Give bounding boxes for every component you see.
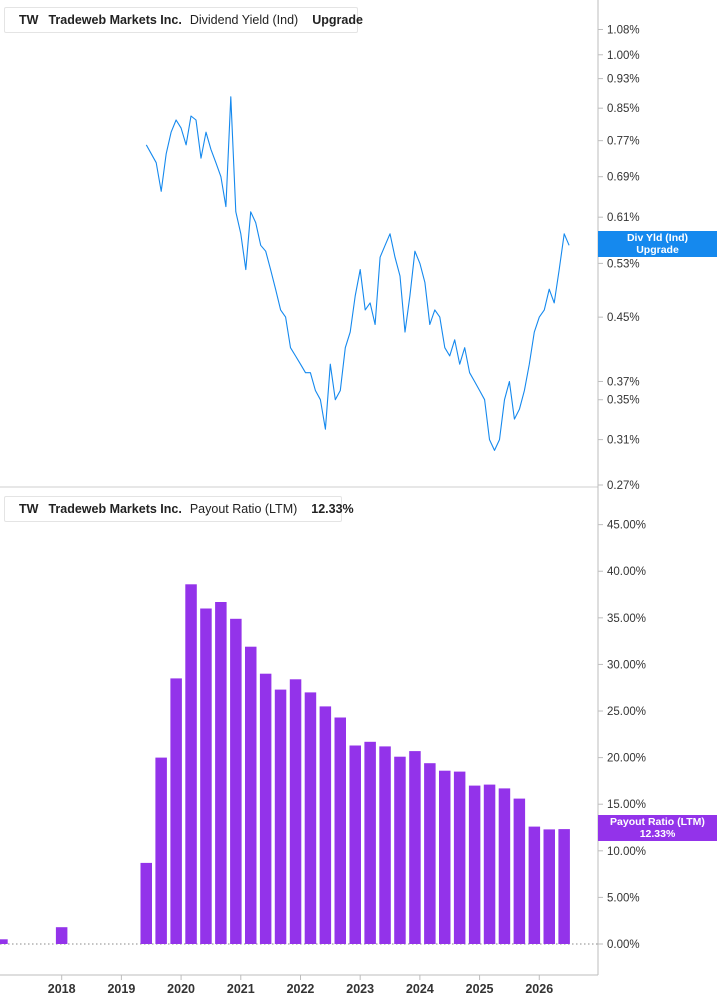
payout-ratio-bar xyxy=(468,785,481,944)
bottom-y-tick-label: 5.00% xyxy=(607,892,640,904)
payout-ratio-bar xyxy=(409,751,421,944)
dividend-yield-tag-label: Div Yld (Ind) xyxy=(626,232,689,244)
payout-ratio-bar xyxy=(319,706,332,944)
payout-ratio-bar xyxy=(245,646,257,944)
bottom-company-name: Tradeweb Markets Inc. xyxy=(48,502,182,516)
payout-ratio-bar xyxy=(528,826,541,944)
x-axis: 2018 2019 2020 2021 2022 2023 2024 2025 2026 xyxy=(48,975,553,996)
bottom-y-tick-label: 45.00% xyxy=(607,520,646,532)
top-y-tick-label: 0.45% xyxy=(607,312,640,324)
payout-ratio-tag-label: Payout Ratio (LTM) xyxy=(610,816,705,828)
bottom-ticker: TW xyxy=(19,502,39,516)
x-tick-label: 2021 xyxy=(227,982,255,996)
payout-ratio-bar xyxy=(304,692,317,944)
bottom-y-tick-label: 10.00% xyxy=(607,846,646,858)
top-y-tick-label: 0.53% xyxy=(607,258,640,270)
top-y-tick-label: 0.85% xyxy=(607,103,640,115)
payout-ratio-bar xyxy=(483,784,496,944)
x-tick-label: 2018 xyxy=(48,982,76,996)
x-tick-label: 2024 xyxy=(406,982,434,996)
bottom-y-tick-label: 25.00% xyxy=(607,706,646,718)
payout-ratio-bar xyxy=(0,939,8,944)
bottom-legend[interactable]: TW Tradeweb Markets Inc. Payout Ratio (L… xyxy=(4,496,354,522)
top-panel-plot: 1.08% 1.00% 0.93% 0.85% 0.77% 0.69% 0.61% 0.53%… xyxy=(145,24,640,492)
bottom-y-tick-label: 40.00% xyxy=(607,566,646,578)
bottom-metric-value: 12.33% xyxy=(311,502,354,516)
bottom-y-tick-label: 15.00% xyxy=(607,799,646,811)
bottom-y-tick-label: 20.00% xyxy=(607,753,646,765)
payout-ratio-bar xyxy=(439,770,451,944)
x-tick-label: 2022 xyxy=(287,982,315,996)
top-y-tick-label: 0.31% xyxy=(607,435,640,447)
payout-ratio-bar xyxy=(155,757,167,944)
bottom-y-tick-label: 35.00% xyxy=(607,613,646,625)
payout-ratio-bars xyxy=(0,584,570,944)
bottom-metric-name: Payout Ratio (LTM) xyxy=(189,502,298,516)
x-tick-label: 2019 xyxy=(107,982,135,996)
top-y-tick-label: 0.69% xyxy=(607,172,640,184)
top-upgrade-link[interactable]: Upgrade xyxy=(312,13,363,27)
payout-ratio-bar xyxy=(334,717,346,944)
bottom-y-axis: 0.00% 5.00% 10.00% 15.00% 20.00% 25.00% 30.00%… xyxy=(598,520,646,951)
top-ticker: TW xyxy=(19,13,39,27)
top-y-tick-label: 0.61% xyxy=(607,212,640,224)
payout-ratio-bar xyxy=(289,679,302,944)
top-company-name: Tradeweb Markets Inc. xyxy=(48,13,182,27)
payout-ratio-bar xyxy=(185,584,197,944)
payout-ratio-bar xyxy=(543,829,555,944)
dividend-yield-price-tag: Div Yld (Ind) Upgrade xyxy=(598,231,717,257)
top-legend[interactable]: TW Tradeweb Markets Inc. Dividend Yield … xyxy=(4,7,363,33)
top-metric-name: Dividend Yield (Ind) xyxy=(189,13,299,27)
payout-ratio-bar xyxy=(558,829,570,944)
payout-ratio-bar xyxy=(230,618,242,944)
payout-ratio-bar xyxy=(498,788,511,944)
bottom-y-tick-label: 0.00% xyxy=(607,939,640,951)
payout-ratio-bar xyxy=(349,745,361,944)
payout-ratio-bar xyxy=(513,798,526,944)
payout-ratio-bar xyxy=(424,763,436,944)
bottom-y-tick-label: 30.00% xyxy=(607,659,646,671)
payout-ratio-bar xyxy=(259,673,272,944)
top-y-tick-label: 1.08% xyxy=(607,24,640,36)
top-y-tick-label: 0.37% xyxy=(607,376,640,388)
x-tick-label: 2020 xyxy=(167,982,195,996)
payout-ratio-bar xyxy=(215,602,227,944)
top-y-tick-label: 0.27% xyxy=(607,480,640,492)
x-tick-label: 2026 xyxy=(525,982,553,996)
payout-ratio-bar xyxy=(274,689,287,944)
top-y-axis: 1.08% 1.00% 0.93% 0.85% 0.77% 0.69% 0.61% 0.53%… xyxy=(598,24,640,492)
dividend-yield-tag-value: Upgrade xyxy=(636,244,679,256)
top-y-tick-label: 0.35% xyxy=(607,395,640,407)
payout-ratio-bar xyxy=(364,741,376,944)
payout-ratio-bar xyxy=(379,746,391,944)
top-y-tick-label: 0.77% xyxy=(607,136,640,148)
dividend-yield-series-line xyxy=(145,96,570,451)
x-tick-label: 2023 xyxy=(346,982,374,996)
payout-ratio-bar xyxy=(453,771,466,944)
payout-ratio-price-tag: Payout Ratio (LTM) 12.33% xyxy=(598,815,717,841)
payout-ratio-tag-value: 12.33% xyxy=(639,828,676,840)
payout-ratio-bar xyxy=(140,862,152,944)
payout-ratio-bar xyxy=(55,927,68,944)
top-y-tick-label: 1.00% xyxy=(607,50,640,62)
x-tick-label: 2025 xyxy=(466,982,494,996)
payout-ratio-bar xyxy=(394,756,406,944)
payout-ratio-bar xyxy=(170,678,182,944)
payout-ratio-bar xyxy=(200,608,212,944)
bottom-panel-plot: 0.00% 5.00% 10.00% 15.00% 20.00% 25.00% 30.00%… xyxy=(0,520,646,996)
top-y-tick-label: 0.93% xyxy=(607,74,640,86)
